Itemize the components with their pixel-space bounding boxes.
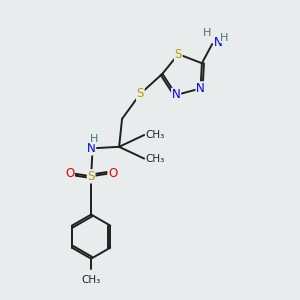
Text: N: N [196, 82, 205, 95]
Text: N: N [87, 142, 95, 155]
Text: N: N [172, 88, 181, 101]
Text: N: N [214, 36, 222, 49]
Text: CH₃: CH₃ [82, 275, 101, 285]
Text: H: H [203, 28, 211, 38]
Text: CH₃: CH₃ [146, 154, 165, 164]
Text: CH₃: CH₃ [146, 130, 165, 140]
Text: S: S [88, 170, 95, 183]
Text: S: S [136, 87, 144, 100]
Text: O: O [108, 167, 117, 180]
Text: H: H [220, 33, 229, 43]
Text: O: O [65, 167, 74, 180]
Text: S: S [175, 48, 182, 61]
Text: H: H [90, 134, 98, 144]
